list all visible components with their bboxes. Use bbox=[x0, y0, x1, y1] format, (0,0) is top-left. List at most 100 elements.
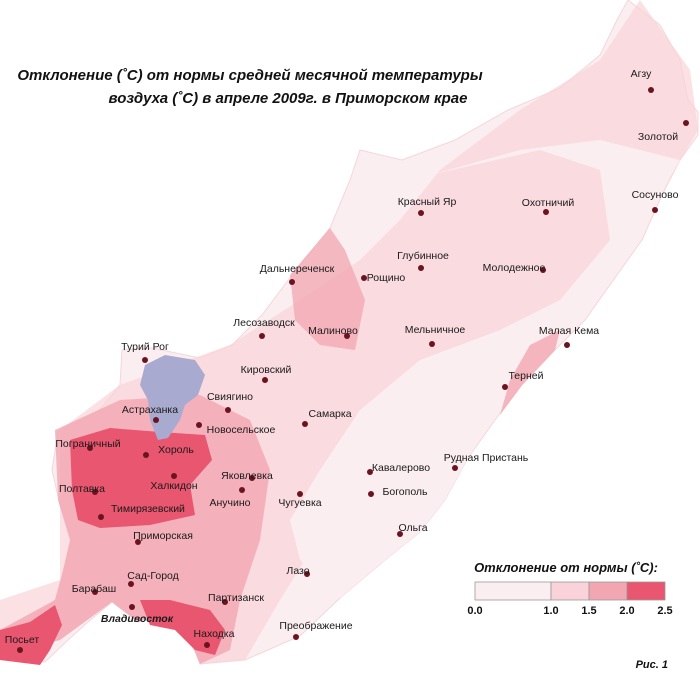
title-line: Отклонение (˚C) от нормы средней месячно… bbox=[17, 67, 483, 84]
station-dot bbox=[418, 265, 424, 271]
station-dot bbox=[368, 491, 374, 497]
legend-tick-label: 1.0 bbox=[543, 605, 558, 617]
station-label: Пограничный bbox=[55, 438, 120, 450]
station-label: Халкидон bbox=[150, 480, 197, 492]
figure-label: Рис. 1 bbox=[636, 659, 668, 671]
station-label: Малиново bbox=[308, 325, 358, 337]
station-label: Агзу bbox=[631, 68, 652, 80]
station-dot bbox=[17, 647, 23, 653]
station-label: Находка bbox=[194, 628, 235, 640]
station-dot bbox=[135, 539, 141, 545]
station-label: Красный Яр bbox=[398, 196, 457, 208]
station-label: Полтавка bbox=[59, 483, 105, 495]
station-dot bbox=[204, 642, 210, 648]
station-dot bbox=[142, 357, 148, 363]
station-dot bbox=[239, 487, 245, 493]
station-label: Золотой bbox=[638, 131, 678, 143]
station-dot bbox=[540, 267, 546, 273]
station-label: Самарка bbox=[308, 408, 351, 420]
station-dot bbox=[564, 342, 570, 348]
station-label: Партизанск bbox=[208, 592, 264, 604]
zone-1-5-2 bbox=[500, 330, 560, 415]
station-label: Чугуевка bbox=[278, 497, 321, 509]
station-dot bbox=[87, 445, 93, 451]
station-label: Глубинное bbox=[397, 250, 449, 262]
station-dot bbox=[262, 377, 268, 383]
station-dot bbox=[92, 589, 98, 595]
station-label: Барабаш bbox=[72, 583, 116, 595]
station-label: Сосуново bbox=[632, 189, 679, 201]
station-dot bbox=[648, 87, 654, 93]
station-label: Посьет bbox=[5, 634, 40, 646]
station-dot bbox=[304, 571, 310, 577]
legend-box bbox=[588, 581, 628, 601]
station-dot bbox=[153, 417, 159, 423]
station-dot bbox=[259, 333, 265, 339]
station-dot bbox=[143, 452, 149, 458]
station-dot bbox=[249, 475, 255, 481]
station-dot bbox=[222, 599, 228, 605]
station-label: Молодежное bbox=[483, 262, 546, 274]
station-label: Рощино bbox=[367, 272, 406, 284]
station-label: Рудная Пристань bbox=[444, 452, 529, 464]
station-label: Сад-Город bbox=[127, 570, 179, 582]
station-dot bbox=[196, 422, 202, 428]
legend-box bbox=[550, 581, 590, 601]
title-line: воздуха (˚C) в апреле 2009г. в Приморско… bbox=[109, 90, 468, 107]
station-label: Лесозаводск bbox=[233, 317, 295, 329]
legend-box bbox=[626, 581, 666, 601]
station-label: Лазо bbox=[286, 565, 309, 577]
station-dot bbox=[129, 604, 135, 610]
station-dot bbox=[361, 275, 367, 281]
station-label: Яковлевка bbox=[221, 470, 273, 482]
station-label: Свиягино bbox=[207, 391, 253, 403]
station-label: Анучино bbox=[209, 497, 250, 509]
station-dot bbox=[452, 465, 458, 471]
station-dot bbox=[543, 209, 549, 215]
legend-tick-label: 0.0 bbox=[467, 605, 482, 617]
station-dot bbox=[98, 514, 104, 520]
station-dot bbox=[367, 469, 373, 475]
station-label: Астраханка bbox=[122, 404, 178, 416]
station-label: Новосельское bbox=[207, 424, 276, 436]
station-dot bbox=[225, 407, 231, 413]
zone-2-2-5 bbox=[70, 428, 212, 528]
station-dot bbox=[652, 207, 658, 213]
station-dot bbox=[171, 473, 177, 479]
zone-1-5-2 bbox=[290, 228, 365, 350]
zone-1-5-inner bbox=[290, 140, 680, 598]
station-label: Мельничное bbox=[405, 324, 466, 336]
station-label: Богополь bbox=[382, 486, 428, 498]
station-dot bbox=[293, 634, 299, 640]
station-dot bbox=[683, 120, 689, 126]
station-dot bbox=[92, 489, 98, 495]
station-label: Кавалерово bbox=[372, 462, 430, 474]
station-dot bbox=[297, 491, 303, 497]
station-dot bbox=[344, 333, 350, 339]
station-label: Малая Кема bbox=[539, 325, 599, 337]
legend-tick-label: 1.5 bbox=[581, 605, 596, 617]
zone-2-2-5 bbox=[0, 605, 62, 665]
station-label: Дальнереченск bbox=[260, 263, 335, 275]
legend-tick-label: 2.0 bbox=[619, 605, 634, 617]
legend-box bbox=[474, 581, 552, 601]
station-label: Приморская bbox=[133, 530, 193, 542]
station-dot bbox=[289, 279, 295, 285]
station-label: Турий Рог bbox=[121, 341, 169, 353]
station-dot bbox=[502, 384, 508, 390]
station-label: Хороль bbox=[158, 444, 194, 456]
station-label: Владивосток bbox=[101, 613, 174, 625]
station-dot bbox=[128, 581, 134, 587]
station-dot bbox=[302, 421, 308, 427]
station-dot bbox=[418, 210, 424, 216]
station-label: Охотничий bbox=[522, 197, 575, 209]
station-dot bbox=[429, 341, 435, 347]
zone-2-2-5 bbox=[140, 600, 225, 655]
station-label: Кировский bbox=[241, 364, 292, 376]
legend-tick-label: 2.5 bbox=[657, 605, 672, 617]
station-label: Тимирязевский bbox=[111, 503, 185, 515]
station-label: Преображение bbox=[279, 620, 352, 632]
station-dot bbox=[397, 531, 403, 537]
legend-title: Отклонение от нормы (˚C): bbox=[474, 560, 658, 575]
